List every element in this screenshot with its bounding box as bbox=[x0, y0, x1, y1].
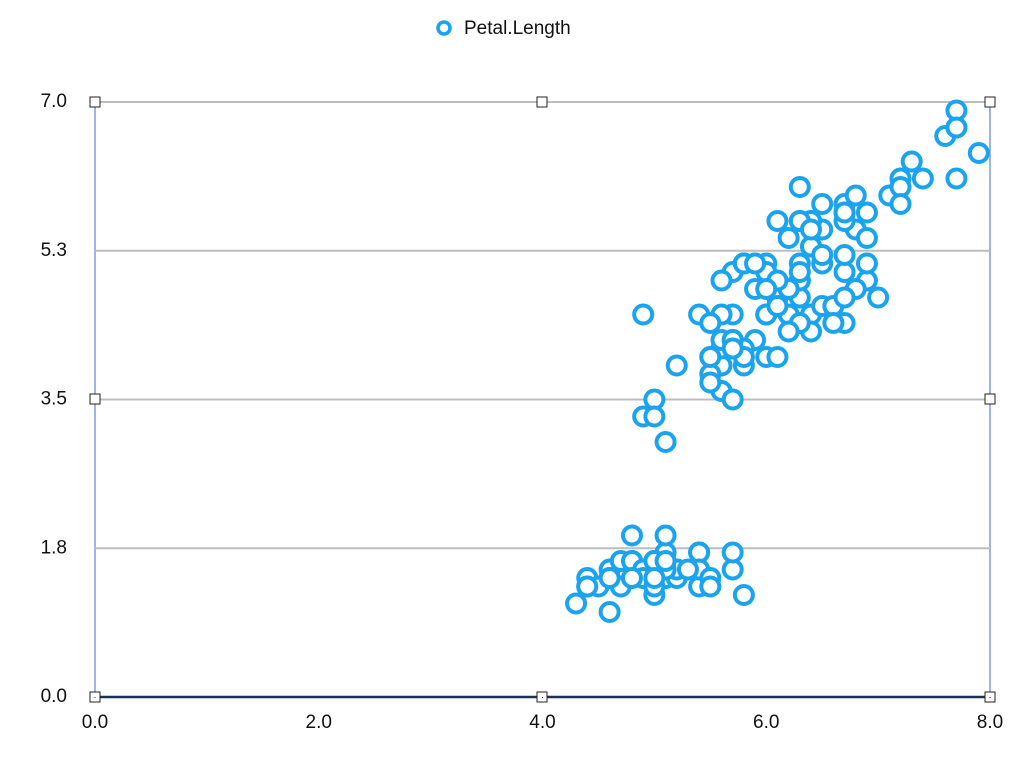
point bbox=[788, 176, 811, 198]
point bbox=[665, 354, 688, 377]
y-tick-label: 1.8 bbox=[41, 537, 67, 558]
point bbox=[766, 210, 789, 232]
point bbox=[565, 592, 588, 615]
point bbox=[621, 567, 643, 589]
point bbox=[744, 252, 767, 275]
point bbox=[811, 244, 834, 266]
point bbox=[699, 575, 722, 598]
legend: Petal.Length bbox=[436, 18, 571, 39]
point bbox=[889, 193, 912, 215]
point bbox=[721, 388, 744, 411]
point bbox=[822, 312, 845, 334]
x-tick-label: 6.0 bbox=[753, 712, 779, 733]
point bbox=[855, 227, 878, 249]
y-tick-label: 7.0 bbox=[41, 91, 67, 112]
point bbox=[945, 167, 968, 190]
point bbox=[833, 201, 856, 224]
point bbox=[699, 346, 722, 368]
point bbox=[654, 524, 677, 547]
point bbox=[833, 286, 856, 309]
point bbox=[777, 227, 800, 249]
point bbox=[676, 558, 699, 581]
x-tick-label: 4.0 bbox=[529, 712, 555, 733]
points bbox=[565, 99, 990, 623]
y-tick-label: 5.3 bbox=[41, 240, 67, 261]
point bbox=[699, 371, 722, 394]
point bbox=[833, 244, 856, 266]
point bbox=[621, 524, 643, 547]
point bbox=[788, 261, 811, 283]
y-tick-label: 3.5 bbox=[41, 389, 67, 410]
point bbox=[777, 320, 800, 343]
point bbox=[699, 312, 722, 334]
point bbox=[766, 295, 789, 317]
point bbox=[855, 201, 878, 224]
point bbox=[811, 193, 834, 215]
point bbox=[598, 567, 621, 589]
point bbox=[967, 142, 990, 164]
point bbox=[721, 541, 744, 564]
point bbox=[632, 303, 655, 326]
point bbox=[732, 584, 755, 606]
point bbox=[721, 337, 744, 360]
legend-marker bbox=[436, 20, 452, 36]
point bbox=[710, 269, 733, 292]
point bbox=[654, 431, 677, 453]
point bbox=[900, 150, 923, 173]
point bbox=[643, 405, 666, 428]
point bbox=[576, 575, 599, 598]
point bbox=[654, 550, 677, 572]
x-tick-label: 8.0 bbox=[977, 712, 1003, 733]
point bbox=[945, 116, 968, 139]
point bbox=[855, 252, 878, 275]
point bbox=[643, 567, 666, 589]
point bbox=[766, 346, 789, 368]
x-tick-label: 2.0 bbox=[306, 712, 332, 733]
point bbox=[867, 286, 890, 309]
point bbox=[598, 601, 621, 623]
x-tick-label: 0.0 bbox=[82, 712, 108, 733]
legend-label: Petal.Length bbox=[464, 18, 571, 39]
point bbox=[911, 167, 934, 190]
selection-handles bbox=[89, 96, 996, 703]
point bbox=[800, 218, 822, 241]
point bbox=[755, 278, 778, 300]
y-tick-label: 0.0 bbox=[41, 686, 67, 707]
point bbox=[844, 184, 867, 207]
